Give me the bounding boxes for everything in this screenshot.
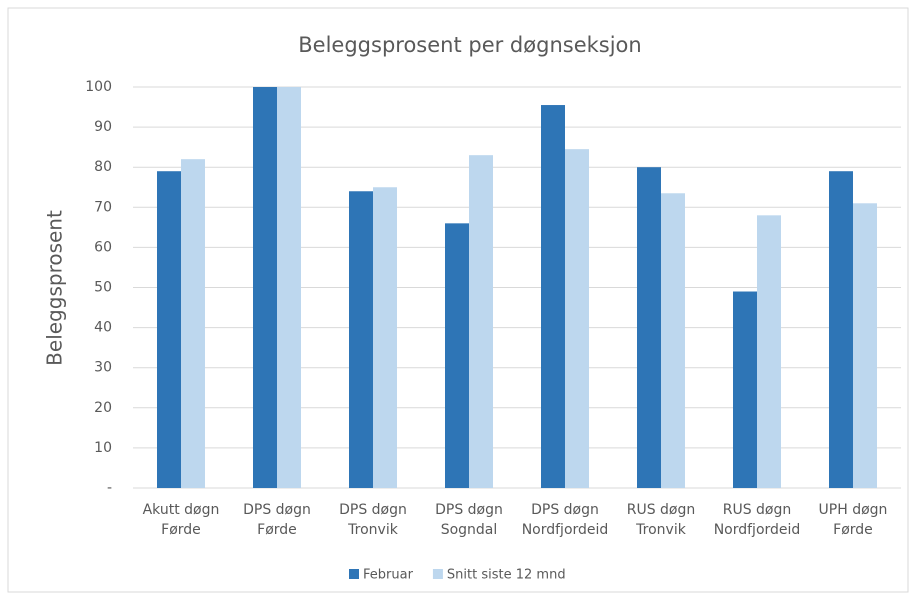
- bar: [757, 215, 781, 488]
- legend-label: Snitt siste 12 mnd: [447, 568, 566, 583]
- chart-title: Beleggsprosent per døgnseksjon: [298, 33, 641, 57]
- bar: [469, 155, 493, 489]
- legend-label: Februar: [363, 568, 414, 583]
- x-tick-label: DPS døgn Førde: [243, 502, 311, 538]
- bar: [661, 193, 685, 488]
- y-axis-label: Beleggsprosent: [43, 210, 67, 366]
- y-tick-label: 30: [94, 360, 112, 376]
- x-tick-label: UPH døgn Førde: [818, 502, 888, 538]
- bar: [253, 87, 277, 488]
- y-tick-label: 80: [94, 159, 112, 175]
- bar: [541, 105, 565, 489]
- x-tick-label: DPS døgn Sogndal: [435, 502, 503, 538]
- x-tick-label: DPS døgn Nordfjordeid: [521, 502, 609, 538]
- y-tick-label: 20: [94, 400, 112, 416]
- y-tick-label: 50: [94, 280, 112, 296]
- y-tick-label: 70: [94, 199, 112, 215]
- bar: [565, 149, 589, 488]
- bar: [829, 171, 853, 488]
- bar: [349, 191, 373, 488]
- y-tick-label: 60: [94, 239, 112, 255]
- y-tick-label: -: [107, 480, 112, 496]
- x-tick-label: RUS døgn Nordfjordeid: [713, 502, 801, 538]
- bar: [277, 87, 301, 488]
- x-tick-label: DPS døgn Tronvik: [339, 502, 407, 538]
- y-tick-label: 40: [94, 320, 112, 336]
- bar: [157, 171, 181, 488]
- y-tick-label: 10: [94, 440, 112, 456]
- bar: [637, 167, 661, 488]
- bar: [733, 291, 757, 488]
- y-tick-label: 100: [85, 79, 112, 95]
- bar: [853, 203, 877, 489]
- bar: [445, 223, 469, 488]
- bar: [181, 159, 205, 488]
- x-tick-label: Akutt døgn Førde: [142, 502, 220, 538]
- y-tick-label: 90: [94, 119, 112, 135]
- legend-swatch: [349, 569, 359, 579]
- bar: [373, 187, 397, 488]
- legend-swatch: [432, 569, 443, 579]
- x-tick-label: RUS døgn Tronvik: [626, 502, 696, 538]
